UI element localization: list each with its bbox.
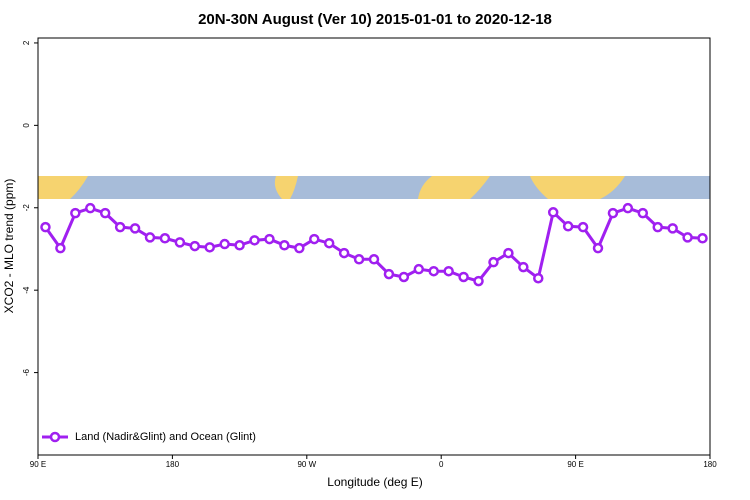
legend-marker xyxy=(49,431,61,443)
point xyxy=(219,238,230,250)
point xyxy=(697,233,708,244)
point xyxy=(353,254,365,265)
y-axis-label: XCO2 - MLO trend (ppm) xyxy=(2,179,16,314)
point xyxy=(264,233,275,245)
point xyxy=(85,202,96,214)
point xyxy=(533,272,544,284)
point xyxy=(398,271,410,283)
point xyxy=(473,275,484,287)
point xyxy=(55,242,66,254)
point xyxy=(323,237,335,249)
y-tick-label: -4 xyxy=(22,286,31,294)
point xyxy=(667,223,678,234)
x-tick-label: 90 W xyxy=(297,460,316,469)
point xyxy=(428,265,439,277)
point xyxy=(592,242,604,254)
point xyxy=(562,221,574,232)
point xyxy=(174,237,186,248)
y-tick-label: -2 xyxy=(22,204,31,212)
point xyxy=(637,207,649,219)
point xyxy=(577,221,589,233)
plot-frame xyxy=(37,37,711,456)
point xyxy=(70,207,81,219)
point xyxy=(114,221,126,233)
point xyxy=(443,265,454,277)
x-tick-label: 0 xyxy=(439,460,444,469)
x-tick-label: 90 E xyxy=(567,460,583,469)
point xyxy=(488,256,499,268)
point xyxy=(309,233,320,245)
point xyxy=(503,247,514,259)
y-tick-label: 0 xyxy=(22,123,31,128)
y-tick-label: 2 xyxy=(22,40,31,45)
x-tick-label: 90 E xyxy=(30,460,46,469)
point xyxy=(249,235,260,246)
series-line xyxy=(44,206,703,283)
point xyxy=(547,207,559,218)
point xyxy=(622,202,634,214)
point xyxy=(518,261,529,273)
legend: Land (Nadir&Glint) and Ocean (Glint) xyxy=(42,431,256,443)
x-tick-label: 180 xyxy=(703,460,717,469)
y-tick-label: -6 xyxy=(22,368,31,376)
point xyxy=(294,242,305,254)
point xyxy=(383,268,395,280)
x-axis-label: Longitude (deg E) xyxy=(327,475,422,489)
point xyxy=(682,232,693,243)
point xyxy=(189,240,201,252)
point xyxy=(413,263,425,275)
chart-title: 20N-30N August (Ver 10) 2015-01-01 to 20… xyxy=(198,11,552,28)
point xyxy=(204,242,215,253)
legend-label: Land (Nadir&Glint) and Ocean (Glint) xyxy=(75,431,256,443)
point xyxy=(338,247,350,259)
point xyxy=(159,233,171,244)
point xyxy=(40,221,51,233)
point xyxy=(144,232,156,243)
point xyxy=(279,240,290,251)
point xyxy=(652,221,663,233)
point xyxy=(129,223,141,234)
point xyxy=(458,271,469,283)
point xyxy=(607,207,619,219)
x-tick-label: 180 xyxy=(166,460,180,469)
point xyxy=(368,254,380,265)
point xyxy=(234,240,245,251)
map-strip xyxy=(38,176,710,199)
point xyxy=(99,207,111,219)
